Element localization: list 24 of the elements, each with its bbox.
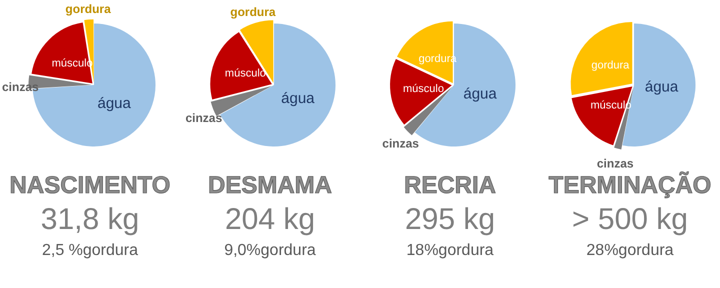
text: 2,5 %gordura [40,241,140,261]
text: TERMINAÇÃO [548,172,712,200]
slice-label: cinzas [596,156,634,170]
text: 9,0%gordura [223,241,317,261]
slice-label: gordura [230,4,276,19]
slice-label: cinzas [185,111,222,126]
slice-label: gordura [591,59,630,72]
slice-label: água [644,78,679,96]
slice-label: músculo [224,68,266,80]
text: 28%gordura [585,241,675,261]
slice-label: cinzas [382,136,420,151]
text: 31,8 kg [40,202,140,238]
text: NASCIMENTO [8,172,172,200]
text: DESMAMA [207,172,333,200]
slice-label: gordura [65,2,112,16]
slice-label: água [281,90,316,108]
text: 18%gordura [405,241,495,261]
text: 295 kg [404,202,496,238]
slice-label: água [463,86,498,103]
slice-label: água [97,95,132,112]
text: RECRIA [402,172,497,200]
text: > 500 kg [571,202,689,238]
text: 204 kg [224,202,316,238]
slice-label: músculo [403,82,444,95]
